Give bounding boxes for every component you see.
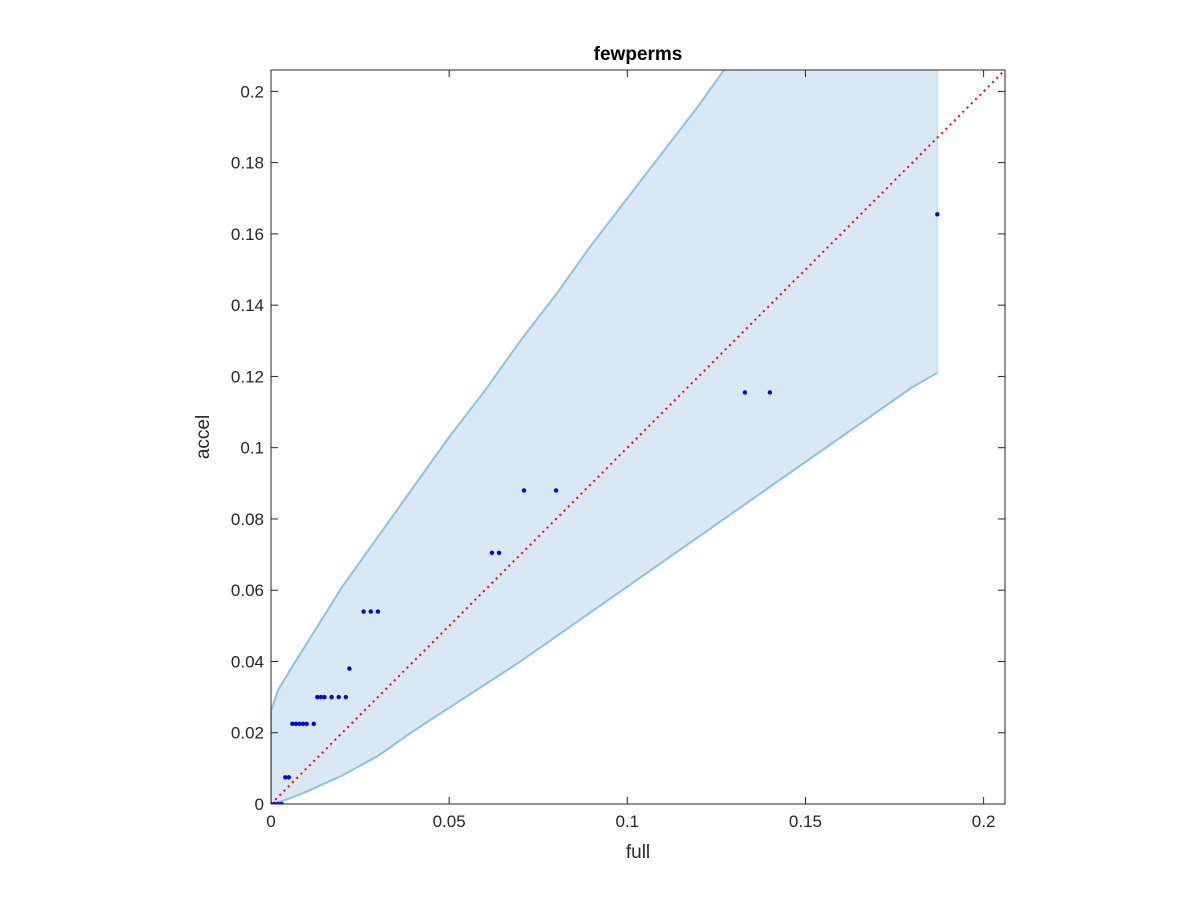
data-point [347, 666, 352, 671]
y-tick-label: 0.06 [231, 581, 264, 600]
x-axis-label: full [626, 842, 650, 863]
data-point [279, 801, 284, 804]
data-point [304, 721, 309, 727]
data-point [290, 721, 295, 727]
data-points [271, 212, 940, 804]
y-tick-label: 0.02 [231, 724, 264, 743]
x-tick-label: 0.15 [789, 812, 822, 831]
confidence-band [271, 70, 938, 804]
data-point [297, 721, 302, 727]
y-tick-label: 0.04 [231, 652, 264, 671]
reference-line-group [271, 70, 1005, 804]
data-point [311, 721, 316, 727]
x-tick-label: 0.2 [972, 812, 996, 831]
data-point [375, 609, 381, 614]
data-point [935, 212, 940, 217]
data-point [496, 550, 502, 555]
reference-line [271, 70, 1005, 804]
y-tick-label: 0.08 [231, 510, 264, 529]
y-tick-label: 0 [255, 795, 264, 814]
data-point [286, 775, 292, 780]
x-tick-label: 0.1 [615, 812, 639, 831]
chart-title: fewperms [594, 44, 683, 65]
y-tick-label: 0.18 [231, 154, 264, 173]
band-upper-edge [271, 70, 726, 712]
data-point [300, 721, 306, 727]
axes-box [270, 69, 1006, 805]
data-point [336, 694, 341, 700]
data-point [318, 694, 324, 700]
y-tick-label: 0.2 [240, 82, 264, 101]
band-fill [271, 70, 938, 804]
data-point [293, 721, 299, 727]
y-axis-ticks: 0 0.02 0.04 0.06 0.08 0.1 0.12 0.14 0.16 0.18 0.2 [231, 82, 1005, 814]
y-tick-label: 0.16 [231, 225, 264, 244]
data-point [283, 775, 288, 780]
y-axis-label: accel [193, 415, 214, 459]
y-tick-label: 0.1 [240, 439, 264, 458]
data-point [767, 390, 773, 395]
y-tick-label: 0.14 [231, 296, 264, 315]
data-point [521, 488, 527, 493]
data-point [315, 694, 320, 700]
data-point [322, 694, 327, 700]
x-tick-label: 0.05 [433, 812, 466, 831]
data-point [275, 801, 281, 804]
data-point [553, 488, 559, 493]
band-lower-edge [271, 371, 938, 804]
data-point [368, 609, 373, 614]
data-point [361, 609, 366, 614]
data-point [489, 550, 495, 555]
data-point [343, 694, 349, 700]
data-point [742, 390, 748, 395]
x-tick-label: 0 [266, 812, 275, 831]
y-tick-label: 0.12 [231, 367, 264, 386]
x-axis-ticks: 0 0.05 0.1 0.15 0.2 [266, 70, 995, 831]
data-point [272, 801, 277, 804]
data-point [329, 694, 334, 700]
